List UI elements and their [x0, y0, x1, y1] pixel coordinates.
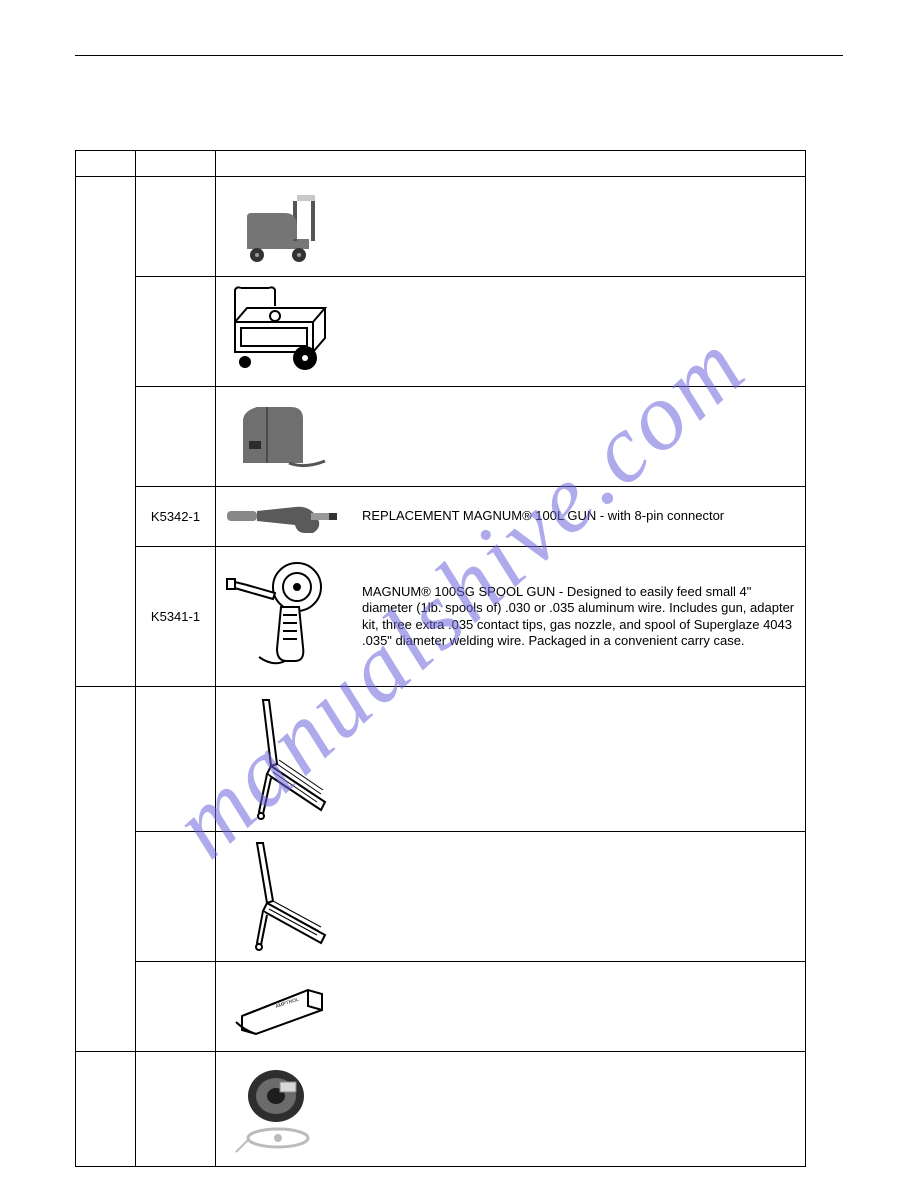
desc-cell: [216, 277, 806, 387]
desc-cell: [216, 1052, 806, 1167]
wire-spool-icon: [222, 1062, 342, 1157]
accessories-table: K5342-1 REPLACEMENT MAGNUM® 100L GUN - w…: [75, 150, 806, 1167]
category-cell: [76, 1052, 136, 1167]
utility-cart-icon: [222, 187, 342, 267]
desc-cell: [216, 177, 806, 277]
desc-cell: [216, 387, 806, 487]
table-row: AMPTROL: [76, 962, 806, 1052]
spool-gun-icon: [222, 557, 342, 677]
header-rule: [75, 55, 843, 56]
table-row: [76, 1052, 806, 1167]
desc-cell: MAGNUM® 100SG SPOOL GUN - Designed to ea…: [216, 547, 806, 687]
foot-pedal-icon: AMPTROL: [222, 972, 342, 1042]
tig-torch-icon: [222, 839, 342, 954]
part-cell: [136, 387, 216, 487]
welding-gun-icon: [222, 497, 342, 537]
desc-cell: [216, 687, 806, 832]
category-cell: [76, 177, 136, 687]
wire-cart-icon: [222, 284, 342, 379]
header-col-part: [136, 151, 216, 177]
table-row: K5342-1 REPLACEMENT MAGNUM® 100L GUN - w…: [76, 487, 806, 547]
part-cell: [136, 1052, 216, 1167]
part-cell: K5341-1: [136, 547, 216, 687]
table-row: K5341-1: [76, 547, 806, 687]
part-cell: K5342-1: [136, 487, 216, 547]
table-row: [76, 832, 806, 962]
part-cell: [136, 832, 216, 962]
header-col-category: [76, 151, 136, 177]
tig-torch-icon: [222, 694, 342, 824]
table-row: [76, 277, 806, 387]
table-row: [76, 387, 806, 487]
page: manualshive.com: [0, 0, 918, 1188]
desc-cell: REPLACEMENT MAGNUM® 100L GUN - with 8-pi…: [216, 487, 806, 547]
part-cell: [136, 962, 216, 1052]
desc-text: REPLACEMENT MAGNUM® 100L GUN - with 8-pi…: [362, 508, 799, 524]
part-cell: [136, 687, 216, 832]
part-cell: [136, 177, 216, 277]
part-cell: [136, 277, 216, 387]
desc-text: MAGNUM® 100SG SPOOL GUN - Designed to ea…: [362, 584, 799, 649]
table-row: [76, 687, 806, 832]
table-row: [76, 177, 806, 277]
category-cell: [76, 687, 136, 1052]
desc-cell: AMPTROL: [216, 962, 806, 1052]
header-col-desc: [216, 151, 806, 177]
desc-cell: [216, 832, 806, 962]
welder-cover-icon: [222, 397, 342, 477]
table-header-row: [76, 151, 806, 177]
